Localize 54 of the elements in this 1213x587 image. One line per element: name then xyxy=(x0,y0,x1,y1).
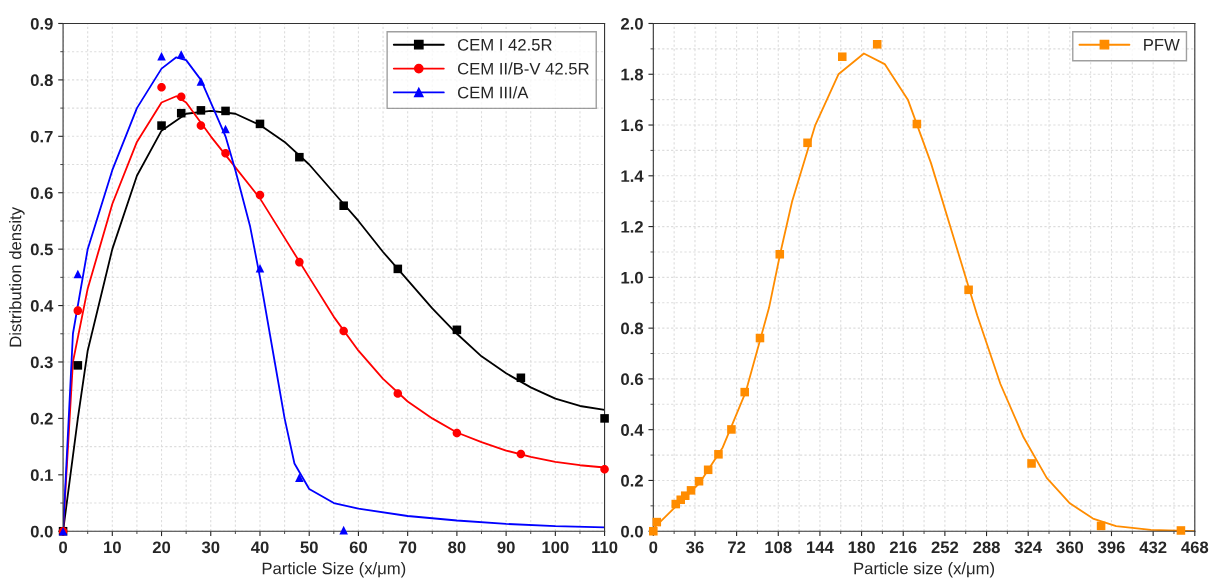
y-tick-label: 0.6 xyxy=(30,187,53,199)
y-tick-label: 1.0 xyxy=(621,271,643,284)
x-tick-label: 10 xyxy=(104,541,121,554)
x-tick-label: 0 xyxy=(59,541,68,554)
y-tick-label: 2.0 xyxy=(621,17,643,30)
x-tick-label: 468 xyxy=(1181,541,1209,554)
x-tick-label: 20 xyxy=(152,541,171,554)
y-tick-label: 1.6 xyxy=(621,119,643,132)
x-tick-label: 288 xyxy=(973,541,1000,554)
x-tick-label: 36 xyxy=(686,541,704,554)
x-axis-title: Particle Size (x/μm) xyxy=(262,562,406,578)
y-tick-label: 0.8 xyxy=(30,74,53,87)
x-axis-title: Particle size (x/μm) xyxy=(854,562,995,578)
y-tick-label: 1.2 xyxy=(621,220,643,233)
y-axis-title: Distribution density xyxy=(9,206,25,347)
y-tick-label: 0.2 xyxy=(30,412,53,425)
y-tick-label: 0.3 xyxy=(30,356,53,369)
x-tick-label: 80 xyxy=(448,541,466,554)
y-tick-label: 0.0 xyxy=(30,525,53,538)
x-tick-label: 252 xyxy=(931,541,959,554)
x-tick-label: 396 xyxy=(1097,541,1125,554)
x-tick-label: 100 xyxy=(542,541,569,554)
legend-label: CEM II/B-V 42.5R xyxy=(457,62,589,75)
legend-label: CEM I 42.5R xyxy=(457,38,552,51)
x-tick-label: 0 xyxy=(649,541,658,554)
x-tick-label: 216 xyxy=(889,541,917,554)
x-tick-label: 40 xyxy=(250,541,269,554)
y-tick-label: 0.1 xyxy=(30,469,53,482)
x-tick-label: 180 xyxy=(848,541,875,554)
x-tick-label: 50 xyxy=(300,541,318,554)
legend-label: CEM III/A xyxy=(457,86,529,99)
x-tick-label: 360 xyxy=(1056,541,1084,554)
y-tick-label: 0.2 xyxy=(621,474,643,487)
x-tick-label: 30 xyxy=(201,541,220,554)
x-tick-label: 72 xyxy=(728,541,746,554)
x-tick-label: 108 xyxy=(765,541,792,554)
y-tick-label: 0.4 xyxy=(30,299,54,312)
x-tick-label: 90 xyxy=(497,541,515,554)
y-tick-label: 0.6 xyxy=(621,373,643,386)
x-tick-label: 70 xyxy=(399,541,417,554)
y-tick-label: 0.4 xyxy=(621,424,644,436)
x-tick-label: 432 xyxy=(1139,541,1167,554)
x-tick-label: 144 xyxy=(807,541,834,554)
x-tick-label: 324 xyxy=(1014,541,1043,554)
y-tick-label: 0.0 xyxy=(621,525,643,538)
y-tick-label: 0.7 xyxy=(30,130,53,143)
y-tick-label: 0.8 xyxy=(621,322,644,335)
y-tick-label: 1.4 xyxy=(621,170,644,182)
legend-label: PFW xyxy=(1144,39,1180,51)
x-tick-label: 110 xyxy=(592,541,618,554)
y-tick-label: 1.8 xyxy=(621,68,644,81)
y-tick-label: 0.9 xyxy=(30,17,53,30)
x-tick-label: 60 xyxy=(349,541,368,554)
y-tick-label: 0.5 xyxy=(30,243,53,256)
